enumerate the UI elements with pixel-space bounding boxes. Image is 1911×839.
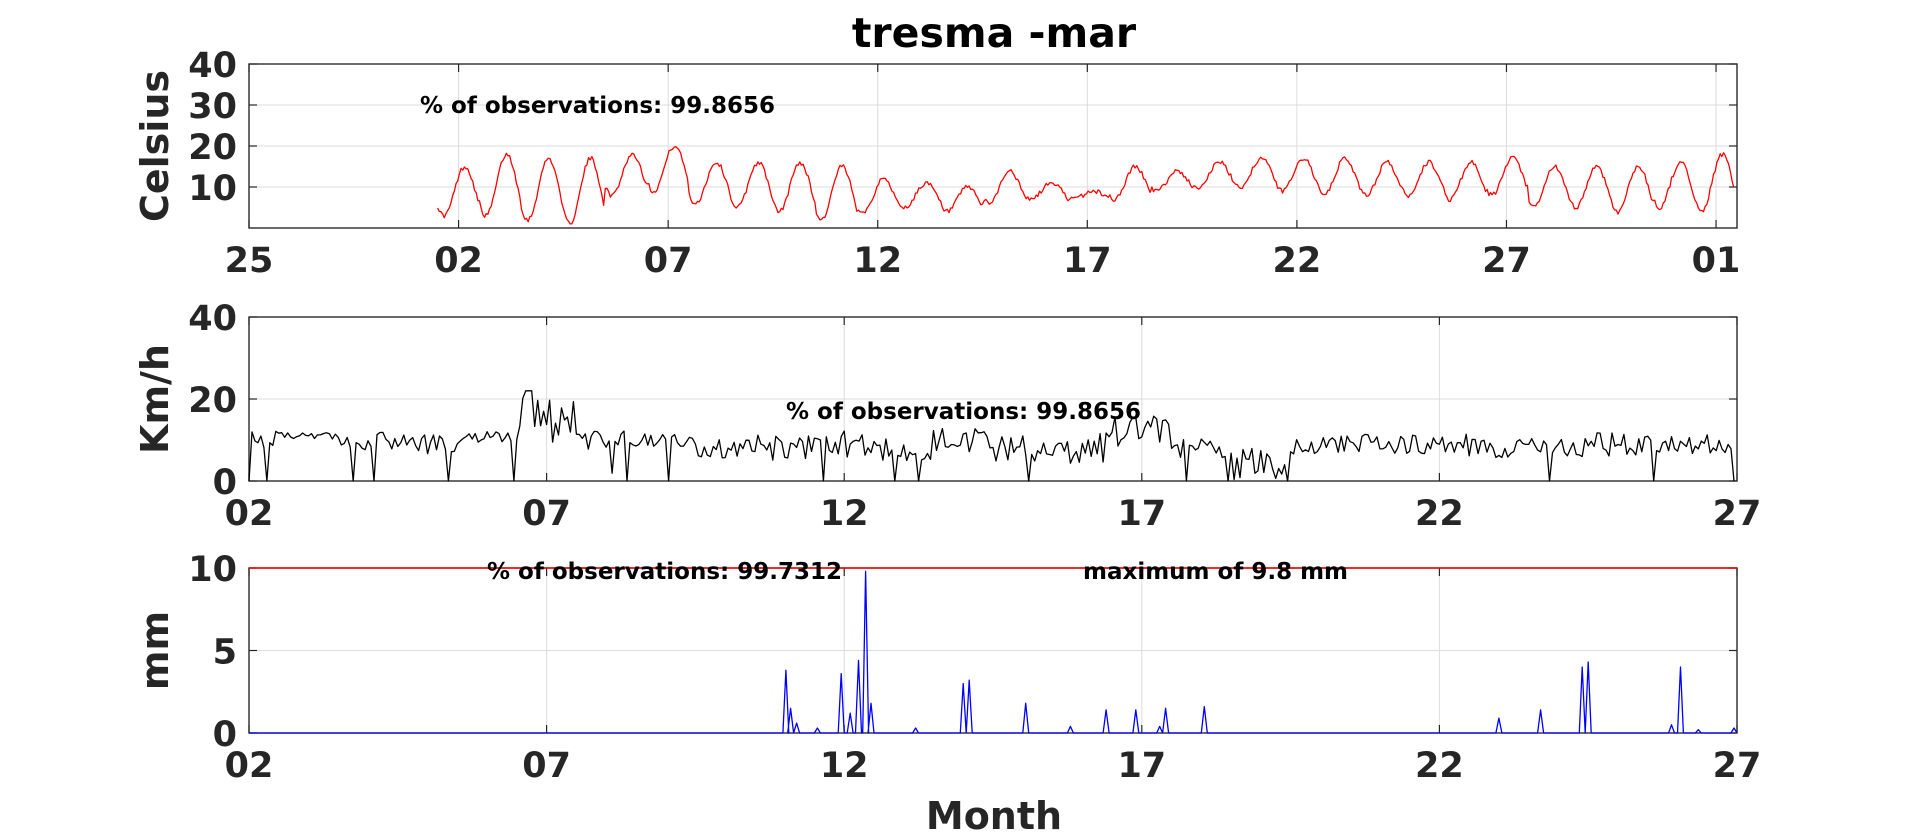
x-tick-label: 02 xyxy=(225,746,274,786)
y-tick-label: 40 xyxy=(188,46,237,86)
y-tick-label: 40 xyxy=(188,299,237,339)
y-tick-label: 0 xyxy=(213,463,237,503)
y-tick-label: 0 xyxy=(213,715,237,755)
x-tick-label: 02 xyxy=(225,494,274,534)
plot-frame xyxy=(248,316,1738,482)
x-tick-label: 02 xyxy=(434,241,483,281)
y-axis-label: mm xyxy=(133,611,177,690)
x-tick-label: 27 xyxy=(1713,746,1762,786)
x-tick-label: 17 xyxy=(1063,241,1112,281)
y-tick-label: 10 xyxy=(188,550,237,590)
x-tick-label: 22 xyxy=(1415,746,1464,786)
x-tick-label: 07 xyxy=(522,746,571,786)
x-tick-label: 22 xyxy=(1273,241,1322,281)
x-tick-label: 12 xyxy=(820,494,869,534)
figure-title: tresma -mar xyxy=(852,9,1137,57)
panel-precipitation: 02 07 12 17 22 27 0 5 10 mm % of observations: 99.… xyxy=(133,550,1761,786)
y-tick-label: 20 xyxy=(188,381,237,421)
observations-annotation: % of observations: 99.7312 xyxy=(487,559,842,585)
series-line-precipitation xyxy=(249,570,1738,734)
x-tick-label: 07 xyxy=(522,494,571,534)
x-tick-label: 25 xyxy=(225,241,274,281)
y-tick-label: 5 xyxy=(213,633,237,673)
x-tick-label: 27 xyxy=(1482,241,1531,281)
x-axis-label: Month xyxy=(926,794,1062,838)
maximum-annotation: maximum of 9.8 mm xyxy=(1083,559,1348,585)
x-tick-label: 17 xyxy=(1117,494,1166,534)
series-line-temperature xyxy=(437,145,1735,225)
x-tick-label: 07 xyxy=(644,241,693,281)
y-tick-label: 30 xyxy=(188,87,237,127)
x-tick-label: 22 xyxy=(1415,494,1464,534)
x-tick-label: 17 xyxy=(1117,746,1166,786)
series-line-wind xyxy=(248,390,1735,482)
x-tick-label: 01 xyxy=(1692,241,1741,281)
x-tick-label: 12 xyxy=(820,746,869,786)
x-tick-label: 12 xyxy=(853,241,902,281)
y-tick-label: 20 xyxy=(188,128,237,168)
observations-annotation: % of observations: 99.8656 xyxy=(420,93,775,119)
y-axis-label: Celsius xyxy=(133,70,177,222)
y-tick-label: 10 xyxy=(188,169,237,209)
x-tick-label: 27 xyxy=(1713,494,1762,534)
panel-wind: 02 07 12 17 22 27 0 20 40 Km/h % of observations: … xyxy=(133,299,1761,534)
y-axis-label: Km/h xyxy=(133,344,177,454)
observations-annotation: % of observations: 99.8656 xyxy=(786,399,1141,425)
plot-frame xyxy=(248,63,1738,229)
